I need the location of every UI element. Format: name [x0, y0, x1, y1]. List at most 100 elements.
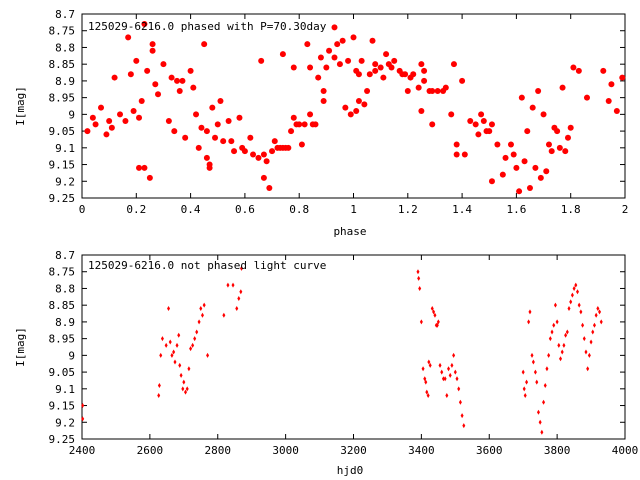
unphased-y-tick-label: 9.15: [49, 400, 76, 413]
unphased-data-point: [435, 322, 439, 328]
phased-data-point: [404, 87, 411, 94]
unphased-data-point: [550, 329, 554, 335]
unphased-data-point: [547, 352, 551, 358]
phased-data-point: [212, 134, 219, 141]
phased-data-point: [355, 97, 362, 104]
phased-data-point: [486, 128, 493, 135]
unphased-data-point: [462, 423, 466, 429]
phased-data-point: [372, 67, 379, 74]
phased-data-point: [247, 134, 254, 141]
unphased-y-tick-label: 9.2: [55, 416, 75, 429]
phased-data-point: [570, 64, 577, 71]
phased-data-point: [144, 67, 151, 74]
phased-data-point: [125, 34, 132, 41]
phased-data-point: [448, 111, 455, 118]
phased-data-point: [442, 84, 449, 91]
phased-y-tick-label: 8.75: [49, 25, 76, 38]
unphased-data-point: [427, 359, 431, 365]
phased-data-point: [136, 114, 143, 121]
phased-data-point: [122, 118, 129, 125]
phased-data-point: [290, 114, 297, 121]
unphased-data-point: [178, 362, 182, 368]
phased-data-point: [472, 121, 479, 128]
phased-data-point: [478, 111, 485, 118]
unphased-data-point: [423, 376, 427, 382]
phased-data-point: [521, 158, 528, 165]
phased-data-point: [103, 131, 110, 138]
phased-data-point: [543, 168, 550, 175]
phased-data-point: [193, 111, 200, 118]
phased-data-point: [225, 118, 232, 125]
unphased-data-point: [543, 382, 547, 388]
unphased-data-point: [237, 295, 241, 301]
phased-data-point: [388, 64, 395, 71]
phased-data-point: [89, 114, 96, 121]
phased-data-point: [138, 97, 145, 104]
unphased-y-tick-label: 8.8: [55, 282, 75, 295]
phased-y-tick-label: 9.15: [49, 159, 76, 172]
phased-data-point: [415, 84, 422, 91]
phased-data-point: [453, 151, 460, 158]
unphased-data-point: [594, 312, 598, 318]
phased-data-point: [418, 61, 425, 68]
unphased-x-tick-label: 2400: [69, 444, 96, 457]
phased-y-tick-label: 9.05: [49, 125, 76, 138]
unphased-data-point: [591, 329, 595, 335]
phased-data-point: [353, 108, 360, 115]
phased-data-point: [421, 77, 428, 84]
unphased-data-point: [416, 269, 420, 275]
unphased-data-point: [202, 302, 206, 308]
unphased-y-tick-label: 9.25: [49, 433, 76, 446]
phased-x-tick-label: 1.8: [561, 203, 581, 216]
phased-data-point: [269, 148, 276, 155]
phased-data-point: [559, 84, 566, 91]
unphased-data-point: [185, 386, 189, 392]
unphased-data-point: [200, 312, 204, 318]
unphased-y-axis-label: I[mag]: [14, 327, 27, 367]
unphased-data-point: [527, 319, 531, 325]
unphased-data-point: [522, 386, 526, 392]
unphased-data-points: [81, 265, 603, 435]
phased-data-point: [402, 71, 409, 78]
phased-data-point: [567, 124, 574, 131]
phased-data-point: [236, 114, 243, 121]
phased-y-tick-label: 8.8: [55, 41, 75, 54]
phased-data-point: [312, 121, 319, 128]
phased-data-point: [334, 41, 341, 48]
unphased-data-point: [457, 386, 461, 392]
phased-data-point: [160, 61, 167, 68]
phased-data-point: [575, 67, 582, 74]
unphased-data-point: [569, 299, 573, 305]
phased-data-point: [155, 91, 162, 98]
phased-data-point: [220, 138, 227, 145]
phased-data-point: [434, 87, 441, 94]
phased-data-point: [320, 97, 327, 104]
unphased-data-point: [548, 336, 552, 342]
phased-x-tick-label: 2: [622, 203, 629, 216]
unphased-data-point: [168, 339, 172, 345]
phased-data-point: [320, 87, 327, 94]
phased-x-tick-label: 0.8: [289, 203, 309, 216]
phased-data-point: [502, 154, 509, 161]
unphased-x-tick-label: 3800: [544, 444, 571, 457]
unphased-data-point: [589, 339, 593, 345]
unphased-data-point: [443, 376, 447, 382]
phased-data-point: [494, 141, 501, 148]
unphased-y-tick-label: 8.95: [49, 333, 76, 346]
unphased-data-point: [81, 403, 85, 409]
phased-data-point: [285, 144, 292, 151]
phased-data-point: [263, 158, 270, 165]
unphased-axis-ticks: 2400 2600 2800 3000 3200 3400 3600 3800 4000 8.7 8…: [49, 249, 639, 457]
unphased-data-point: [538, 419, 542, 425]
phased-data-point: [241, 148, 248, 155]
phased-data-point: [182, 134, 189, 141]
phased-data-points: [84, 21, 626, 195]
unphased-data-point: [584, 349, 588, 355]
unphased-data-point: [193, 336, 197, 342]
unphased-data-point: [419, 319, 423, 325]
phased-data-point: [195, 144, 202, 151]
phased-data-point: [480, 118, 487, 125]
unphased-data-point: [438, 362, 442, 368]
phased-data-point: [165, 118, 172, 125]
unphased-data-point: [191, 342, 195, 348]
